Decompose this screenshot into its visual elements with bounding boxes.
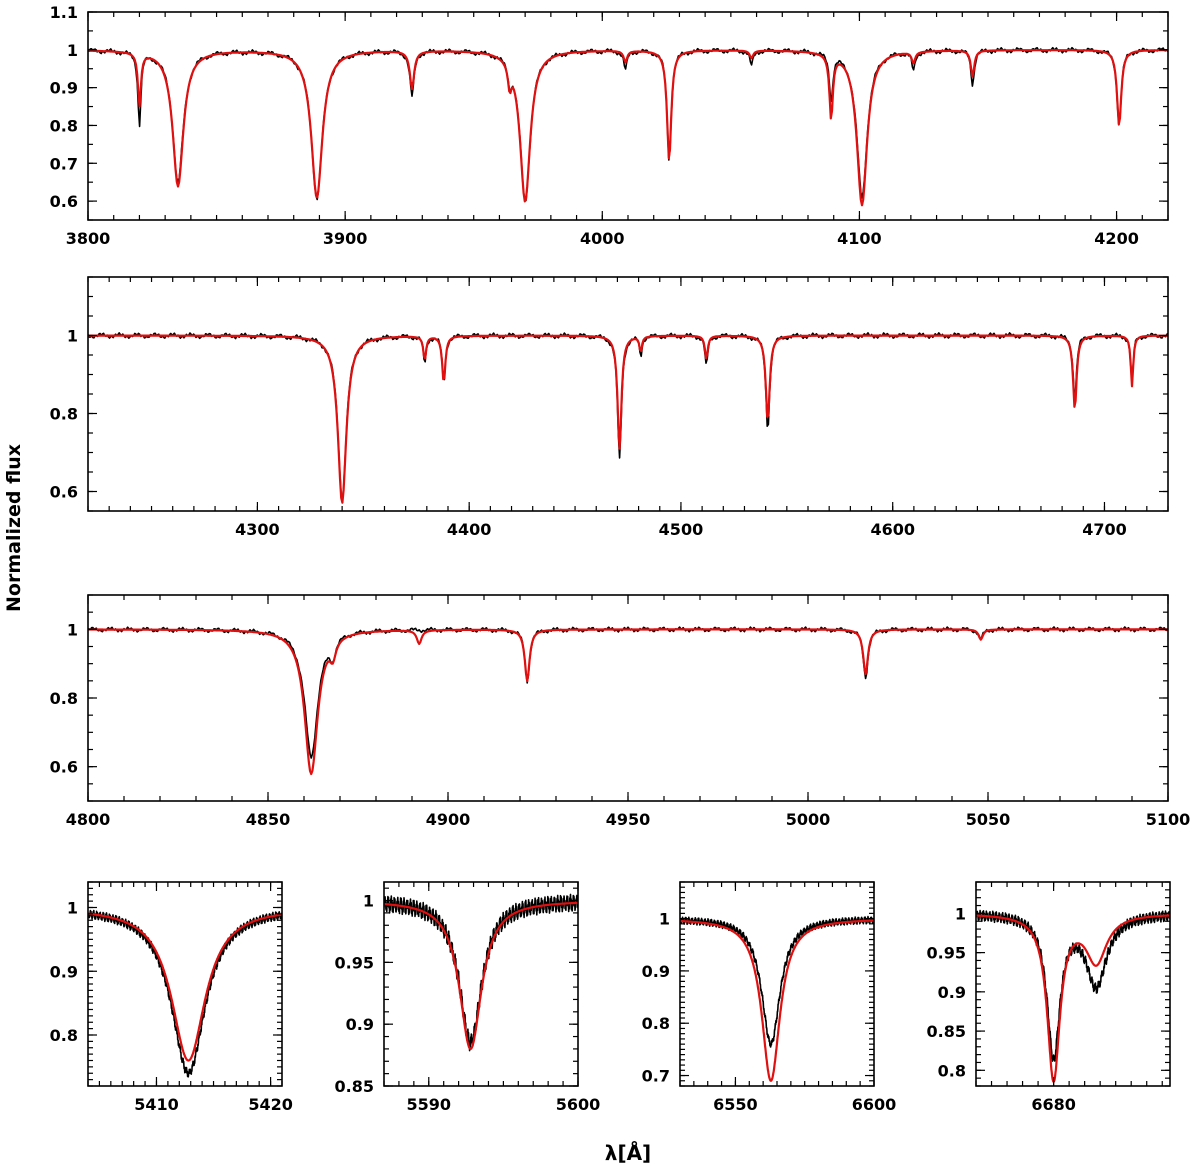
x-axis-label: λ[Å] bbox=[605, 1141, 651, 1165]
observed-spectrum-line bbox=[384, 893, 578, 1052]
plot-frame bbox=[383, 881, 579, 1087]
model-spectrum-line bbox=[88, 628, 1168, 776]
y-tick-label: 1 bbox=[363, 892, 374, 911]
y-tick-label: 0.6 bbox=[50, 758, 78, 777]
model-spectrum-line bbox=[88, 912, 282, 1062]
y-tick-label: 0.9 bbox=[346, 1015, 374, 1034]
plot-frame bbox=[87, 594, 1169, 802]
plot-frame bbox=[87, 11, 1169, 221]
x-tick-label: 3900 bbox=[323, 229, 368, 248]
model-spectrum-line bbox=[88, 334, 1168, 504]
plot-frame bbox=[87, 276, 1169, 512]
x-tick-label: 6680 bbox=[1031, 1095, 1076, 1114]
x-tick-label: 4700 bbox=[1082, 520, 1127, 539]
x-tick-label: 5590 bbox=[407, 1095, 452, 1114]
panel-2: 4300 4400 4500 4600 4700 0.6 0.8 1 bbox=[50, 276, 1169, 539]
model-spectrum-line bbox=[680, 919, 874, 1082]
observed-spectrum-line bbox=[976, 909, 1170, 1062]
panel-6: 6550 6600 0.7 0.8 0.9 1 bbox=[642, 881, 897, 1114]
y-tick-label: 0.7 bbox=[50, 154, 78, 173]
y-tick-label: 0.95 bbox=[335, 953, 374, 972]
y-tick-label: 0.9 bbox=[938, 983, 966, 1002]
x-tick-label: 4100 bbox=[837, 229, 882, 248]
x-tick-label: 3800 bbox=[66, 229, 111, 248]
y-tick-label: 0.8 bbox=[50, 1026, 78, 1045]
y-tick-label: 1 bbox=[67, 327, 78, 346]
x-tick-label: 4900 bbox=[426, 810, 471, 829]
y-tick-label: 0.6 bbox=[50, 483, 78, 502]
y-tick-label: 1 bbox=[67, 899, 78, 918]
panel-3: 4800 4850 4900 4950 5000 5050 5100 0.6 0.8 1 bbox=[50, 594, 1191, 829]
x-tick-label: 4200 bbox=[1094, 229, 1139, 248]
y-tick-label: 0.9 bbox=[50, 79, 78, 98]
y-tick-label: 0.8 bbox=[50, 405, 78, 424]
x-tick-label: 4850 bbox=[246, 810, 291, 829]
y-tick-label: 1 bbox=[659, 910, 670, 929]
y-tick-label: 0.8 bbox=[938, 1061, 966, 1080]
observed-spectrum-line bbox=[680, 915, 874, 1048]
x-tick-label: 4000 bbox=[580, 229, 625, 248]
y-tick-label: 1 bbox=[955, 904, 966, 923]
x-tick-label: 5420 bbox=[248, 1095, 293, 1114]
panel-5: 5590 5600 0.85 0.9 0.95 1 bbox=[335, 881, 601, 1114]
x-tick-label: 4300 bbox=[235, 520, 280, 539]
y-tick-label: 0.95 bbox=[927, 944, 966, 963]
spectrum-panels: 3800 3900 4000 4100 4200 0.6 0.7 0.8 0.9 1 1.1 4300… bbox=[50, 3, 1191, 1114]
x-tick-label: 6600 bbox=[852, 1095, 897, 1114]
y-tick-label: 0.9 bbox=[642, 962, 670, 981]
x-tick-label: 6550 bbox=[713, 1095, 758, 1114]
x-tick-label: 5410 bbox=[134, 1095, 179, 1114]
y-tick-label: 0.8 bbox=[642, 1014, 670, 1033]
y-axis-label: Normalized flux bbox=[3, 444, 25, 612]
y-tick-label: 1 bbox=[67, 620, 78, 639]
x-tick-label: 4950 bbox=[606, 810, 651, 829]
y-tick-label: 1 bbox=[67, 41, 78, 60]
panel-7: 6680 0.8 0.85 0.9 0.95 1 bbox=[927, 881, 1171, 1114]
y-tick-label: 0.8 bbox=[50, 116, 78, 135]
y-tick-label: 0.85 bbox=[927, 1022, 966, 1041]
observed-spectrum-line bbox=[88, 909, 282, 1078]
y-tick-label: 0.8 bbox=[50, 689, 78, 708]
x-tick-label: 5000 bbox=[786, 810, 831, 829]
y-tick-label: 0.9 bbox=[50, 962, 78, 981]
x-tick-label: 4400 bbox=[447, 520, 492, 539]
x-tick-label: 5600 bbox=[556, 1095, 601, 1114]
panel-1: 3800 3900 4000 4100 4200 0.6 0.7 0.8 0.9 1 1.1 bbox=[50, 3, 1169, 248]
model-spectrum-line bbox=[88, 49, 1168, 207]
y-tick-label: 0.85 bbox=[335, 1077, 374, 1096]
plot-frame bbox=[679, 881, 875, 1087]
x-tick-label: 4800 bbox=[66, 810, 111, 829]
observed-spectrum-line bbox=[88, 332, 1168, 502]
panel-4: 5410 5420 0.8 0.9 1 bbox=[50, 881, 293, 1114]
model-spectrum-line bbox=[976, 914, 1170, 1083]
observed-spectrum-line bbox=[88, 626, 1168, 759]
y-tick-label: 0.7 bbox=[642, 1067, 670, 1086]
y-tick-label: 0.6 bbox=[50, 192, 78, 211]
observed-spectrum-line bbox=[88, 46, 1168, 202]
x-tick-label: 4500 bbox=[659, 520, 704, 539]
model-spectrum-line bbox=[384, 901, 578, 1050]
x-tick-label: 4600 bbox=[870, 520, 915, 539]
x-tick-label: 5100 bbox=[1146, 810, 1191, 829]
y-tick-label: 1.1 bbox=[50, 3, 78, 22]
x-tick-label: 5050 bbox=[966, 810, 1011, 829]
